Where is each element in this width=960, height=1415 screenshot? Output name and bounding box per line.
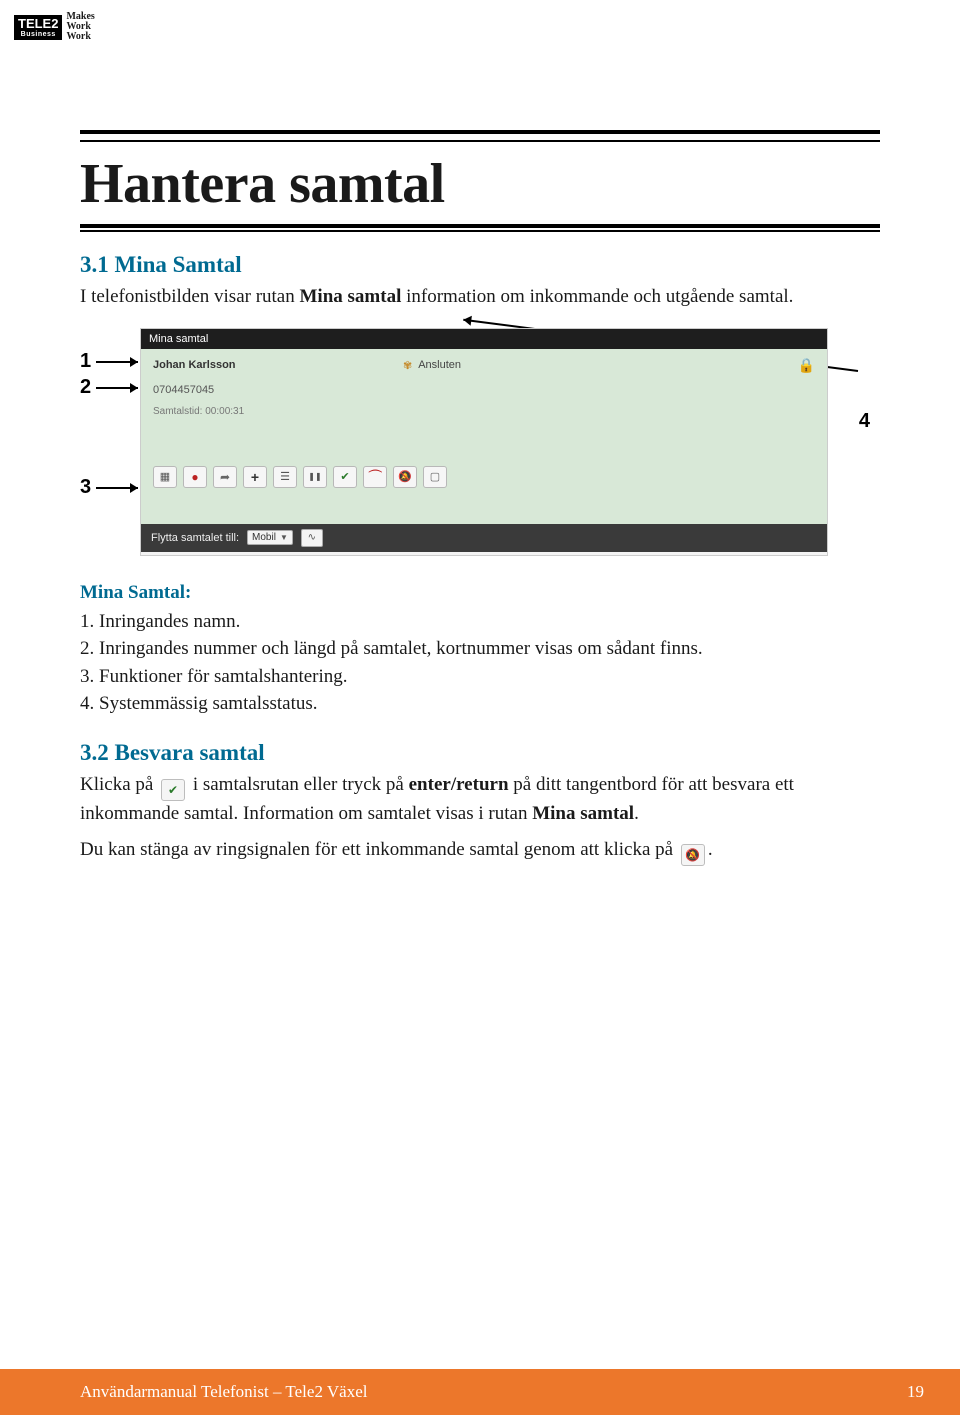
callout-4: 4 (859, 410, 870, 433)
brand-logo: TELE2 Business Makes Work Work (14, 12, 95, 42)
legend-item-4: 4. Systemmässig samtalsstatus. (80, 690, 880, 718)
legend-item-3: 3. Funktioner för samtalshantering. (80, 663, 880, 691)
intro-post: information om inkommande och utgående s… (401, 286, 793, 307)
presence-icon: ✾ (403, 359, 412, 372)
rule-mid-thin (80, 230, 880, 232)
call-toolbar (153, 466, 447, 488)
mute-ring-button[interactable] (393, 466, 417, 488)
record-button[interactable] (183, 466, 207, 488)
intro-pre: I telefonistbilden visar rutan (80, 286, 300, 307)
brand-name: TELE2 (18, 16, 58, 31)
intro-bold: Mina samtal (300, 286, 402, 307)
call-duration: Samtalstid: 00:00:31 (153, 406, 815, 417)
inline-answer-icon: ✔ (161, 779, 185, 801)
page-title: Hantera samtal (80, 152, 880, 216)
legend-item-2: 2. Inringandes nummer och längd på samta… (80, 635, 880, 663)
phone-number: 0704457045 (153, 384, 815, 396)
move-call-label: Flytta samtalet till: (151, 532, 239, 544)
caller-name: Johan Karlsson (153, 359, 403, 371)
section-3-2-p1: Klicka på ✔ i samtalsrutan eller tryck p… (80, 772, 880, 827)
video-button[interactable] (423, 466, 447, 488)
p1-b: i samtalsrutan eller tryck på (188, 774, 409, 795)
legend-list: 1. Inringandes namn. 2. Inringandes numm… (80, 608, 880, 718)
slogan-line-3: Work (66, 32, 94, 42)
page-content: Hantera samtal 3.1 Mina Samtal I telefon… (80, 130, 880, 876)
section-3-2-heading: 3.2 Besvara samtal (80, 740, 880, 766)
p2-b: . (708, 839, 713, 860)
move-call-value: Mobil (252, 532, 276, 543)
move-call-go-button[interactable] (301, 529, 323, 547)
call-panel: Mina samtal Johan Karlsson ✾ Ansluten 🔒 … (140, 328, 828, 556)
arrow-1 (96, 361, 138, 363)
page-footer: Användarmanual Telefonist – Tele2 Växel … (0, 1369, 960, 1415)
caller-row: Johan Karlsson ✾ Ansluten 🔒 (153, 357, 815, 374)
callout-3: 3 (80, 476, 91, 499)
rule-top-thick (80, 130, 880, 134)
arrow-3 (96, 487, 138, 489)
park-button[interactable] (273, 466, 297, 488)
panel-body: Johan Karlsson ✾ Ansluten 🔒 0704457045 S… (141, 349, 827, 524)
brand-sub: Business (18, 31, 58, 40)
answer-button[interactable] (333, 466, 357, 488)
callout-1: 1 (80, 350, 91, 373)
lock-icon: 🔒 (798, 357, 815, 374)
mina-samtal-screenshot: 1 2 3 4 Mina samtal Johan Karlsson ✾ Ans… (80, 328, 870, 560)
section-3-1-intro: I telefonistbilden visar rutan Mina samt… (80, 284, 880, 310)
hold-button[interactable] (303, 466, 327, 488)
brand-slogan: Makes Work Work (66, 12, 94, 42)
p1-bold2: Mina samtal (532, 803, 634, 824)
panel-title: Mina samtal (141, 329, 827, 349)
hangup-button[interactable] (363, 466, 387, 488)
footer-text: Användarmanual Telefonist – Tele2 Växel (80, 1382, 367, 1402)
tele2-badge: TELE2 Business (14, 15, 62, 40)
p1-a: Klicka på (80, 774, 158, 795)
arrow-2 (96, 387, 138, 389)
p1-d: . (634, 803, 639, 824)
call-status: ✾ Ansluten (403, 359, 461, 372)
transfer-button[interactable] (213, 466, 237, 488)
status-text: Ansluten (418, 359, 461, 371)
callout-2: 2 (80, 376, 91, 399)
add-button[interactable] (243, 466, 267, 488)
p1-bold1: enter/return (409, 774, 509, 795)
section-3-2-p2: Du kan stänga av ringsignalen för ett in… (80, 837, 880, 866)
rule-mid-thick (80, 224, 880, 228)
page-number: 19 (907, 1382, 924, 1402)
legend-heading: Mina Samtal: (80, 582, 880, 604)
p2-a: Du kan stänga av ringsignalen för ett in… (80, 839, 678, 860)
rule-top-thin (80, 140, 880, 142)
keypad-button[interactable] (153, 466, 177, 488)
section-3-1-heading: 3.1 Mina Samtal (80, 252, 880, 278)
legend-item-1: 1. Inringandes namn. (80, 608, 880, 636)
panel-footer: Flytta samtalet till: Mobil (141, 524, 827, 552)
inline-mute-icon: 🔕 (681, 844, 705, 866)
move-call-select[interactable]: Mobil (247, 530, 293, 545)
